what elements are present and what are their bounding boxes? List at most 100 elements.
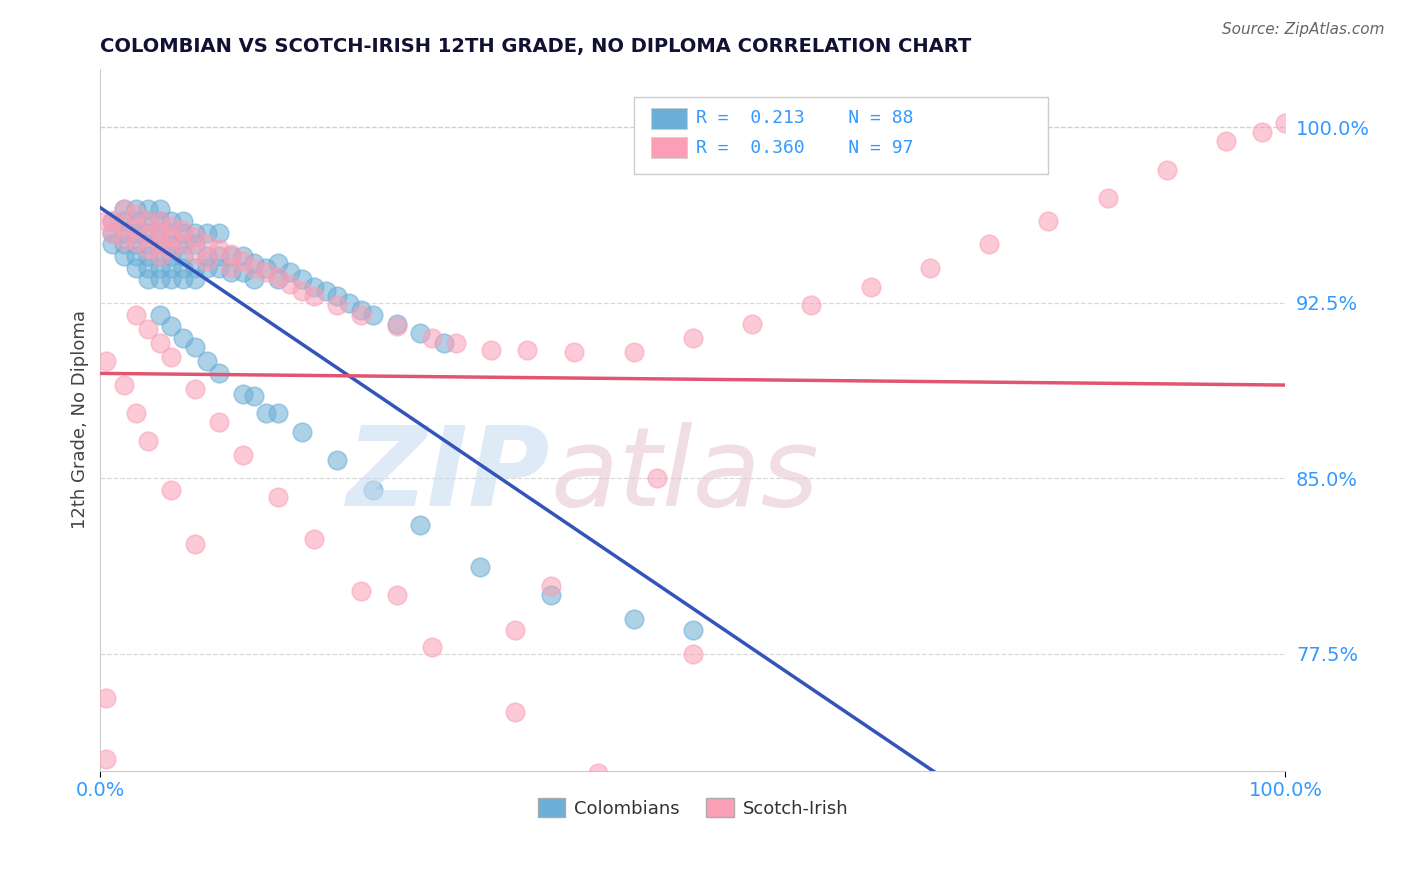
Point xyxy=(96,691,118,706)
Point xyxy=(409,518,432,533)
Point xyxy=(136,202,159,217)
Point xyxy=(267,270,290,285)
Point xyxy=(112,377,135,392)
Point xyxy=(267,256,290,270)
Point xyxy=(337,296,360,310)
Point xyxy=(136,214,159,228)
Point xyxy=(96,798,118,813)
Point xyxy=(208,366,231,380)
Point xyxy=(96,827,118,841)
Point xyxy=(208,242,231,256)
Point xyxy=(149,260,172,275)
Text: R =  0.360    N = 97: R = 0.360 N = 97 xyxy=(696,138,914,157)
Point xyxy=(149,226,172,240)
Point xyxy=(243,389,266,403)
Point xyxy=(160,483,183,497)
Point xyxy=(516,343,538,357)
Y-axis label: 12th Grade, No Diploma: 12th Grade, No Diploma xyxy=(72,310,89,529)
Point xyxy=(918,260,941,275)
Point xyxy=(125,207,148,221)
Point xyxy=(184,383,207,397)
Point xyxy=(136,321,159,335)
Point xyxy=(160,237,183,252)
Point xyxy=(350,308,373,322)
Point xyxy=(254,265,277,279)
Point xyxy=(741,317,763,331)
Point xyxy=(172,223,194,237)
Point xyxy=(101,237,124,252)
Point xyxy=(160,319,183,334)
Point xyxy=(112,237,135,252)
Point xyxy=(184,537,207,551)
Point xyxy=(232,387,254,401)
Point xyxy=(291,284,314,298)
Point xyxy=(112,214,135,228)
Bar xyxy=(651,137,688,158)
Point xyxy=(219,249,242,263)
Text: COLOMBIAN VS SCOTCH-IRISH 12TH GRADE, NO DIPLOMA CORRELATION CHART: COLOMBIAN VS SCOTCH-IRISH 12TH GRADE, NO… xyxy=(100,37,972,56)
Point xyxy=(149,249,172,263)
Point xyxy=(243,260,266,275)
Point xyxy=(647,471,669,485)
Point xyxy=(101,226,124,240)
Point xyxy=(172,260,194,275)
Point xyxy=(195,253,218,268)
Point xyxy=(136,242,159,256)
Point xyxy=(420,640,443,654)
Point xyxy=(302,279,325,293)
Point xyxy=(706,850,728,864)
Point xyxy=(503,624,526,638)
Point xyxy=(278,277,301,292)
Point xyxy=(232,253,254,268)
Point xyxy=(979,237,1001,252)
Point xyxy=(149,272,172,286)
Point xyxy=(254,260,277,275)
Point xyxy=(1215,135,1237,149)
Point xyxy=(302,532,325,546)
Point xyxy=(136,434,159,448)
Point xyxy=(208,415,231,429)
Point xyxy=(149,214,172,228)
Point xyxy=(326,298,349,312)
Point xyxy=(195,237,218,252)
Point xyxy=(101,226,124,240)
Point xyxy=(682,331,704,345)
Point xyxy=(208,260,231,275)
Point xyxy=(232,448,254,462)
Point xyxy=(623,345,645,359)
Point xyxy=(208,249,231,263)
Point xyxy=(315,284,337,298)
Point xyxy=(1156,162,1178,177)
Point xyxy=(136,237,159,252)
Point xyxy=(208,226,231,240)
Point xyxy=(136,260,159,275)
Point xyxy=(195,249,218,263)
Point xyxy=(112,249,135,263)
Point xyxy=(112,202,135,217)
Point xyxy=(172,226,194,240)
Point xyxy=(1038,214,1060,228)
Point xyxy=(1250,125,1272,139)
Point xyxy=(800,298,823,312)
Point xyxy=(149,214,172,228)
Point xyxy=(160,272,183,286)
Point xyxy=(350,583,373,598)
Point xyxy=(136,249,159,263)
Point xyxy=(172,331,194,345)
Point xyxy=(219,246,242,260)
Point xyxy=(433,335,456,350)
Point xyxy=(136,226,159,240)
Point xyxy=(243,256,266,270)
Point xyxy=(361,483,384,497)
Point xyxy=(540,588,562,602)
Legend: Colombians, Scotch-Irish: Colombians, Scotch-Irish xyxy=(530,791,855,825)
Point xyxy=(172,214,194,228)
Point xyxy=(232,249,254,263)
Point xyxy=(385,317,408,331)
Point xyxy=(219,260,242,275)
Point xyxy=(254,406,277,420)
Point xyxy=(503,705,526,719)
Text: R =  0.213    N = 88: R = 0.213 N = 88 xyxy=(696,109,914,127)
Text: ZIP: ZIP xyxy=(347,423,551,530)
Point xyxy=(149,237,172,252)
